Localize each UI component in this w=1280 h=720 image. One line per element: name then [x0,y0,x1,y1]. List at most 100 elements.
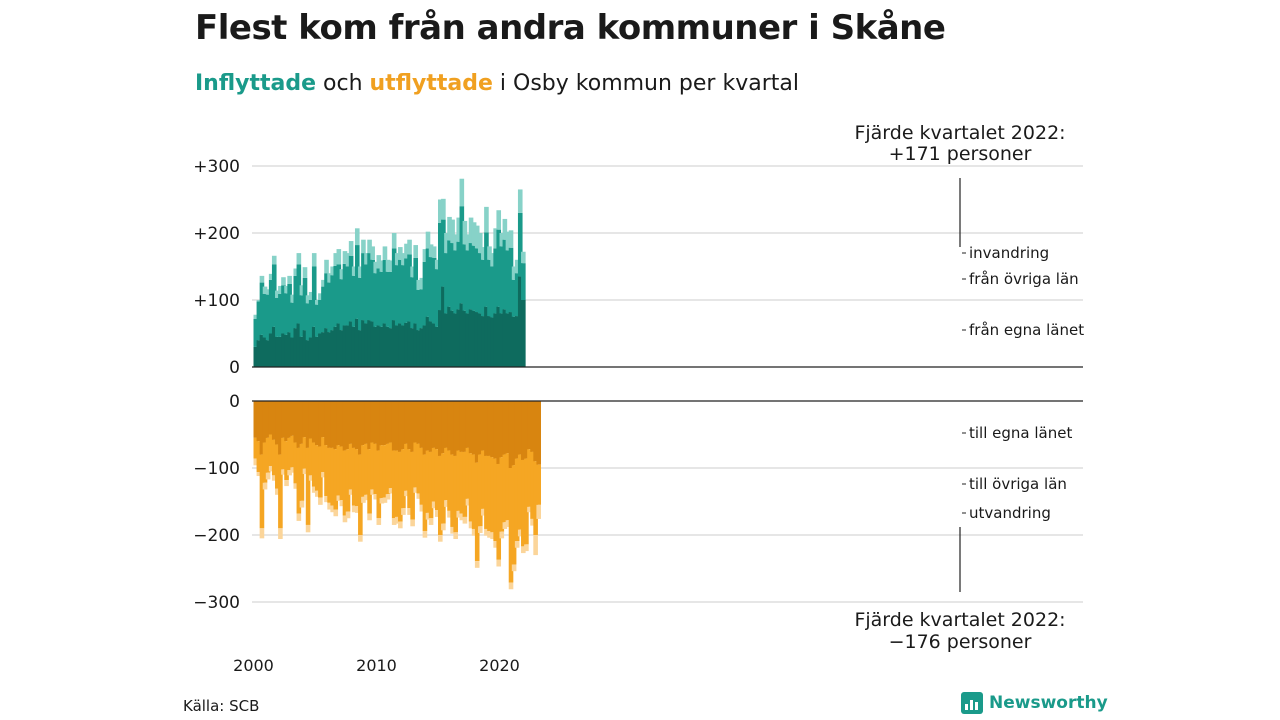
outflow-emigration-bar [530,518,535,526]
outflow-own-bar [502,401,508,455]
outflow-emigration-bar [438,535,443,542]
subtitle-rest: i Osby kommun per kvartal [492,71,799,96]
outflow-other-bar [536,464,541,505]
inflow-other-bar [490,266,495,318]
inflow-other-bar [422,261,428,326]
inflow-own-bar [302,330,308,367]
inflow-immigration-bar [517,189,523,213]
inflow-own-bar [278,336,283,367]
inflow-immigration-bar [321,279,326,287]
outflow-emigration-bar [333,509,339,517]
inflow-own-bar [388,328,394,367]
inflow-other-bar [388,271,394,329]
inflow-immigration-bar [268,273,274,280]
outflow-other-bar [354,449,360,507]
outflow-other-bar [481,450,486,509]
outflow-emigration-bar [324,496,329,503]
outflow-other-bar [410,451,415,520]
subtitle-inflow-word: Inflyttade [195,71,317,96]
inflow-own-bar [290,337,295,367]
inflow-own-bar [490,317,495,367]
outflow-own-bar [336,401,342,446]
inflow-own-bar [265,340,271,367]
outflow-emigration-bar [290,467,295,473]
inflow-immigration-bar [456,217,462,242]
annotation-top-line1: Fjärde kvartalet 2022: [854,122,1065,144]
outflow-own-bar [462,401,468,452]
outflow-other-bar [514,458,520,542]
outflow-emigration-bar [444,500,449,507]
inflow-immigration-bar [367,239,372,254]
outflow-other-bar [524,458,529,545]
outflow-own-bar [453,401,458,456]
outflow-emigration-bar [416,493,422,499]
outflow-other-bar [351,447,357,506]
inflow-immigration-bar [281,277,286,286]
inflow-own-bar [268,333,274,367]
inflow-immigration-bar [265,289,271,295]
outflow-own-bar [311,401,317,443]
outflow-emigration-bar [361,496,366,503]
annotation-top-line2: +171 personer [889,143,1032,165]
outflow-other-bar [370,442,375,490]
outflow-own-bar [265,401,271,438]
inflow-immigration-bar [315,300,320,305]
inflow-own-bar [474,312,480,367]
inflow-own-bar [413,323,418,367]
inflow-own-bar [339,330,345,367]
outflow-other-bar [281,437,286,470]
inflow-own-bar [404,322,409,367]
inflow-immigration-bar [278,285,283,294]
outflow-other-bar [477,454,483,527]
outflow-other-bar [302,437,308,469]
outflow-emigration-bar [296,513,302,521]
outflow-other-bar [358,454,363,535]
inflow-other-bar [293,275,299,329]
inflow-own-bar [287,332,292,367]
inflow-other-bar [493,248,498,314]
outflow-emigration-bar [262,482,268,490]
outflow-other-bar [324,445,329,497]
outflow-emigration-bar [379,498,385,504]
outflow-other-bar [256,441,262,473]
outflow-emigration-bar [431,501,437,509]
outflow-other-bar [496,463,502,560]
inflow-immigration-bar [401,253,406,266]
outflow-emigration-bar [471,528,477,536]
inflow-immigration-bar [336,249,342,265]
outflow-emigration-bar [511,564,517,572]
inflow-immigration-bar [410,266,415,278]
outflow-own-bar [388,401,394,443]
source-note: Källa: SCB [183,697,260,715]
inflow-other-bar [462,244,468,311]
outflow-other-bar [502,454,508,523]
inflow-immigration-bar [373,261,379,274]
inflow-own-bar [275,336,280,367]
outflow-other-bar [416,443,422,494]
inflow-immigration-bar [324,259,329,274]
inflow-own-bar [499,313,505,367]
inflow-own-bar [318,333,323,367]
series-label-in: invandring [969,244,1049,262]
inflow-immigration-bar [358,266,363,278]
outflow-own-bar [524,401,529,459]
outflow-emigration-bar [253,458,259,466]
outflow-other-bar [428,451,434,519]
inflow-own-bar [315,336,320,367]
outflow-other-bar [367,449,372,514]
inflow-immigration-bar [407,239,412,255]
inflow-other-bar [361,253,366,321]
outflow-own-bar [342,401,348,451]
inflow-immigration-bar [364,253,369,265]
outflow-own-bar [444,401,449,448]
outflow-emigration-bar [493,541,498,548]
outflow-emigration-bar [434,510,440,517]
outflow-other-bar [407,449,412,509]
inflow-other-bar [308,300,314,338]
inflow-immigration-bar [514,259,520,274]
inflow-immigration-bar [262,286,268,294]
inflow-other-bar [505,250,511,314]
outflow-emigration-bar [321,472,326,478]
inflow-other-bar [499,246,505,314]
